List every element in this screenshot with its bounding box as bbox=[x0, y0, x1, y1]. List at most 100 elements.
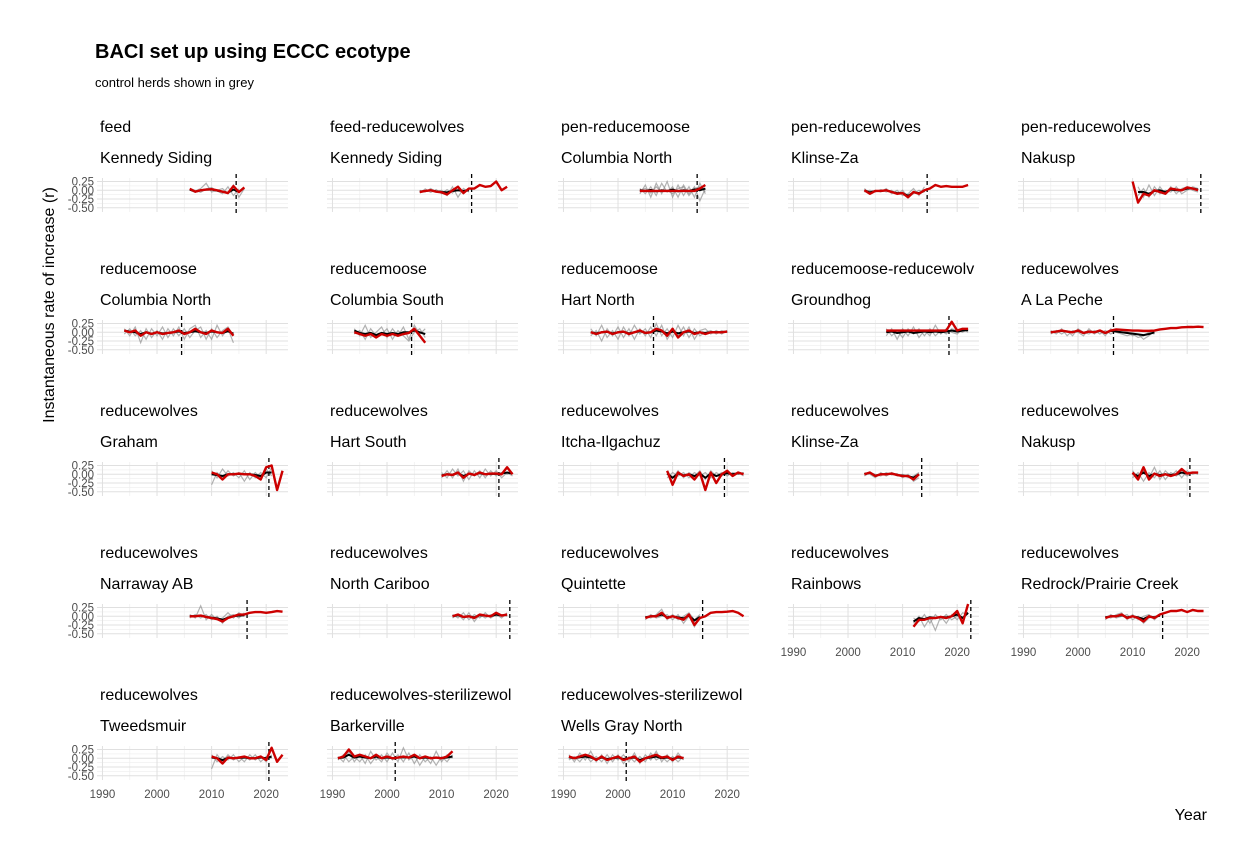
x-tick-label: 2000 bbox=[144, 789, 170, 801]
panel-treatment-label: feed bbox=[100, 119, 131, 136]
x-tick-label: 2020 bbox=[483, 789, 509, 801]
panel-treatment-label: reducewolves-sterilizewol bbox=[330, 687, 511, 704]
panel-treatment-label: reducewolves bbox=[1021, 545, 1119, 562]
control-herd-line bbox=[1132, 469, 1199, 483]
x-tick-label: 2020 bbox=[944, 647, 970, 659]
panel-2: feed-reducewolves Kennedy Siding bbox=[327, 119, 518, 216]
panel-treatment-label: reducemoose bbox=[100, 261, 197, 278]
treatment-herd-line bbox=[211, 746, 284, 765]
x-tick-label: 2010 bbox=[660, 789, 686, 801]
panel-6: reducemoose Columbia North 0.250.00-0.25-0… bbox=[68, 261, 288, 358]
panel-herd-label: Narraway AB bbox=[100, 576, 193, 593]
y-tick-label: -0.25 bbox=[68, 194, 94, 206]
treatment-herd-line bbox=[353, 327, 427, 344]
y-tick-label: -0.50 bbox=[68, 345, 94, 357]
treatment-herd-line bbox=[452, 611, 508, 620]
panel-treatment-label: reducewolves bbox=[100, 403, 198, 420]
panel-7: reducemoose Columbia South bbox=[327, 261, 518, 358]
y-tick-label: 0.00 bbox=[72, 753, 94, 765]
control-herd-line bbox=[639, 185, 706, 197]
y-tick-label: -0.50 bbox=[68, 771, 94, 783]
y-tick-label: -0.50 bbox=[68, 629, 94, 641]
treatment-herd-line bbox=[568, 753, 684, 763]
x-tick-label: 2000 bbox=[835, 647, 861, 659]
panel-21: reducewolves Tweedsmuir 0.250.00-0.25-0.50… bbox=[68, 687, 288, 801]
panel-1: feed Kennedy Siding 0.250.00-0.25-0.50 bbox=[68, 119, 288, 216]
treatment-herd-line bbox=[1131, 466, 1199, 481]
treatment-herd-line bbox=[337, 748, 454, 760]
y-tick-label: 0.25 bbox=[72, 461, 94, 473]
treatment-herd-line bbox=[666, 469, 744, 492]
x-tick-label: 1990 bbox=[320, 789, 346, 801]
panel-herd-label: Klinse-Za bbox=[791, 150, 859, 167]
panel-4: pen-reducewolves Klinse-Za bbox=[788, 119, 979, 216]
panel-herd-label: Hart North bbox=[561, 292, 635, 309]
panel-herd-label: Itcha-Ilgachuz bbox=[561, 434, 661, 451]
control-herd-line bbox=[211, 466, 273, 486]
panel-herd-label: Columbia South bbox=[330, 292, 444, 309]
panel-herd-label: Wells Gray North bbox=[561, 718, 683, 735]
panel-herd-label: Quintette bbox=[561, 576, 626, 593]
panel-16: reducewolves Narraway AB 0.250.00-0.25-0.5… bbox=[68, 545, 288, 642]
treatment-herd-line bbox=[189, 184, 246, 195]
panel-herd-label: Kennedy Siding bbox=[100, 150, 212, 167]
y-tick-label: -0.50 bbox=[68, 203, 94, 215]
panel-treatment-label: reducewolves bbox=[561, 545, 659, 562]
y-tick-label: -0.25 bbox=[68, 478, 94, 490]
x-tick-label: 1990 bbox=[551, 789, 577, 801]
panel-herd-label: A La Peche bbox=[1021, 292, 1103, 309]
treatment-herd-line bbox=[123, 327, 235, 337]
panel-treatment-label: reducewolves bbox=[791, 545, 889, 562]
panel-herd-label: Hart South bbox=[330, 434, 406, 451]
panel-herd-label: Nakusp bbox=[1021, 150, 1075, 167]
y-tick-label: 0.25 bbox=[72, 745, 94, 757]
panel-herd-label: Groundhog bbox=[791, 292, 871, 309]
treatment-herd-line bbox=[590, 327, 728, 339]
chart-title: BACI set up using ECCC ecotype bbox=[95, 41, 411, 63]
x-tick-label: 1990 bbox=[90, 789, 116, 801]
panel-treatment-label: feed-reducewolves bbox=[330, 119, 464, 136]
panel-treatment-label: reducewolves bbox=[1021, 403, 1119, 420]
x-tick-label: 2020 bbox=[1174, 647, 1200, 659]
control-mean-line bbox=[886, 329, 969, 334]
panel-treatment-label: reducewolves bbox=[330, 403, 428, 420]
panel-treatment-label: pen-reducewolves bbox=[1021, 119, 1151, 136]
x-tick-label: 1990 bbox=[781, 647, 807, 659]
treatment-herd-line bbox=[211, 464, 284, 492]
y-tick-label: 0.00 bbox=[72, 611, 94, 623]
panel-23: reducewolves-sterilizewol Wells Gray Nort… bbox=[551, 687, 749, 801]
y-tick-label: -0.25 bbox=[68, 762, 94, 774]
control-herd-line bbox=[1050, 327, 1155, 339]
y-tick-label: 0.25 bbox=[72, 319, 94, 331]
panel-treatment-label: reducemoose bbox=[561, 261, 658, 278]
control-herd-line bbox=[639, 179, 706, 199]
panel-herd-label: Redrock/Prairie Creek bbox=[1021, 576, 1179, 593]
treatment-herd-line bbox=[863, 183, 969, 199]
panel-treatment-label: reducewolves bbox=[100, 545, 198, 562]
x-tick-label: 2010 bbox=[1120, 647, 1146, 659]
panel-herd-label: Klinse-Za bbox=[791, 434, 859, 451]
panel-herd-label: Nakusp bbox=[1021, 434, 1075, 451]
control-herd-line bbox=[1132, 465, 1199, 481]
x-tick-label: 2010 bbox=[429, 789, 455, 801]
y-tick-label: -0.50 bbox=[68, 487, 94, 499]
x-tick-label: 2000 bbox=[374, 789, 400, 801]
panel-14: reducewolves Klinse-Za bbox=[788, 403, 979, 500]
x-tick-label: 2010 bbox=[199, 789, 225, 801]
panel-15: reducewolves Nakusp bbox=[1018, 403, 1209, 500]
treatment-herd-line bbox=[419, 180, 508, 196]
panel-treatment-label: reducemoose-reducewolv bbox=[791, 261, 974, 278]
control-herd-line bbox=[211, 753, 272, 763]
panel-herd-label: North Cariboo bbox=[330, 576, 430, 593]
control-herd-line bbox=[123, 323, 234, 345]
treatment-herd-line bbox=[441, 466, 514, 479]
panel-17: reducewolves North Cariboo bbox=[327, 545, 518, 642]
y-tick-label: 0.00 bbox=[72, 185, 94, 197]
x-axis-title: Year bbox=[1175, 807, 1208, 824]
panel-herd-label: Columbia North bbox=[561, 150, 672, 167]
panel-8: reducemoose Hart North bbox=[558, 261, 749, 358]
panel-12: reducewolves Hart South bbox=[327, 403, 518, 500]
panel-5: pen-reducewolves Nakusp bbox=[1018, 119, 1209, 216]
panel-herd-label: Rainbows bbox=[791, 576, 861, 593]
y-tick-label: 0.00 bbox=[72, 469, 94, 481]
